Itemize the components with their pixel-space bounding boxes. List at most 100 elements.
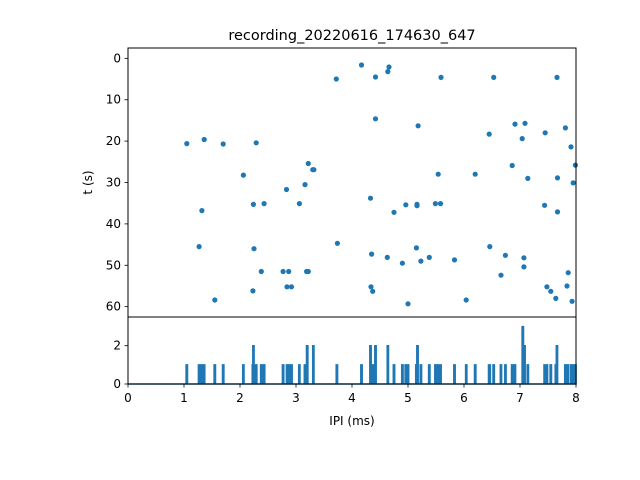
data-point xyxy=(519,136,525,142)
x-axis-label: IPI (ms) xyxy=(329,414,374,428)
data-point xyxy=(509,162,515,169)
data-point xyxy=(498,272,504,278)
data-point xyxy=(286,268,292,275)
data-point xyxy=(522,120,528,126)
x-tick-label: 3 xyxy=(292,391,300,405)
y-tick-label: 60 xyxy=(106,300,121,314)
data-point xyxy=(426,254,432,260)
data-point xyxy=(261,201,267,207)
y-axis-ticks: 0 10 20 30 40 50 60 xyxy=(106,51,128,314)
data-point xyxy=(569,298,575,304)
histogram-axes-frame xyxy=(127,316,577,385)
data-point xyxy=(220,141,226,147)
data-point xyxy=(415,123,421,129)
data-point xyxy=(368,284,374,290)
chart-title: recording_20220616_174630_647 xyxy=(228,28,475,44)
data-point xyxy=(544,284,550,290)
data-point xyxy=(463,297,469,303)
data-point xyxy=(372,74,379,80)
x-tick-label: 5 xyxy=(404,391,412,405)
data-point xyxy=(280,268,286,275)
data-point xyxy=(568,144,574,150)
x-tick-label: 4 xyxy=(348,391,356,405)
data-point xyxy=(296,201,302,207)
data-point xyxy=(283,186,290,193)
data-point xyxy=(369,251,375,257)
data-point xyxy=(184,141,190,147)
data-point xyxy=(384,254,390,260)
data-point xyxy=(251,246,257,252)
data-point xyxy=(435,171,441,177)
data-point xyxy=(565,270,571,276)
x-tick-label: 8 xyxy=(572,391,580,405)
data-point xyxy=(542,130,548,136)
histogram-y-ticks: 02 xyxy=(113,339,128,391)
x-tick-label: 7 xyxy=(516,391,524,405)
data-point xyxy=(562,125,569,131)
data-point xyxy=(413,245,419,251)
data-point xyxy=(333,76,339,82)
data-point xyxy=(201,136,207,143)
data-point xyxy=(548,288,554,294)
data-point xyxy=(253,140,259,146)
scatter-panel: 0 10 20 30 40 50 60 t (s) xyxy=(81,47,579,318)
data-point xyxy=(521,255,527,261)
data-point xyxy=(553,295,559,301)
data-point xyxy=(521,264,527,270)
scatter-points xyxy=(184,62,579,307)
data-point xyxy=(418,258,424,264)
data-point xyxy=(250,288,256,294)
data-point xyxy=(258,268,264,275)
data-point xyxy=(367,195,374,201)
data-point xyxy=(196,244,202,250)
data-point xyxy=(564,283,570,289)
data-point xyxy=(486,131,492,137)
data-point xyxy=(451,257,458,263)
y-tick-label: 50 xyxy=(106,258,121,272)
data-point xyxy=(385,69,391,75)
data-point xyxy=(405,301,411,307)
data-point xyxy=(334,240,340,246)
y-tick-label: 20 xyxy=(106,134,121,148)
data-point xyxy=(391,209,397,215)
histogram-y-tick-label: 0 xyxy=(113,377,121,391)
data-point xyxy=(554,209,561,215)
data-point xyxy=(199,208,205,214)
data-point xyxy=(554,175,561,181)
x-tick-label: 1 xyxy=(180,391,188,405)
x-tick-label: 2 xyxy=(236,391,244,405)
y-tick-label: 0 xyxy=(113,51,121,65)
data-point xyxy=(240,172,246,178)
data-point xyxy=(386,64,392,70)
data-point xyxy=(372,116,379,122)
data-point xyxy=(358,62,365,68)
data-point xyxy=(525,175,531,181)
x-axis-ticks: 0 1 2 3 4 5 6 7 8 xyxy=(124,384,580,405)
data-point xyxy=(311,167,317,173)
data-point xyxy=(305,268,311,275)
data-point xyxy=(403,202,409,208)
data-point xyxy=(212,297,218,303)
data-point xyxy=(512,121,518,127)
data-point xyxy=(414,203,420,209)
y-tick-label: 30 xyxy=(106,176,121,190)
y-tick-label: 40 xyxy=(106,217,121,231)
data-point xyxy=(502,252,508,258)
data-point xyxy=(438,74,444,80)
data-point xyxy=(487,244,493,250)
y-axis-label: t (s) xyxy=(81,170,95,194)
data-point xyxy=(288,284,295,290)
data-point xyxy=(302,182,308,188)
data-point xyxy=(491,74,497,80)
data-point xyxy=(305,160,311,167)
y-tick-label: 10 xyxy=(106,93,121,107)
data-point xyxy=(554,74,560,80)
data-point xyxy=(570,180,576,186)
data-point xyxy=(432,201,438,207)
data-point xyxy=(284,284,290,290)
data-point xyxy=(399,260,405,266)
data-point xyxy=(437,201,444,207)
